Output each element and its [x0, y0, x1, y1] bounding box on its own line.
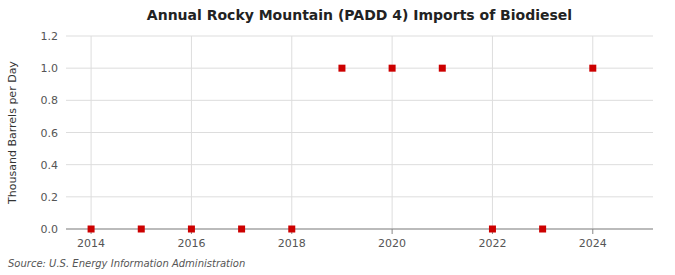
point — [539, 226, 546, 233]
point — [489, 226, 496, 233]
x-tick-label: 2024 — [579, 237, 607, 250]
y-grid-line — [66, 36, 653, 37]
y-tick-label: 0.4 — [41, 159, 59, 172]
x-tick-label: 2018 — [278, 237, 306, 250]
x-axis-line — [66, 229, 653, 230]
y-grid-line — [66, 229, 653, 230]
point — [188, 226, 195, 233]
y-tick-label: 0.8 — [41, 94, 59, 107]
x-tick-label: 2014 — [77, 237, 105, 250]
x-grid-line — [91, 36, 92, 229]
x-grid-line — [492, 36, 493, 229]
point — [288, 226, 295, 233]
source-note: Source: U.S. Energy Information Administ… — [8, 258, 245, 269]
points — [88, 65, 597, 233]
chart: Annual Rocky Mountain (PADD 4) Imports o… — [0, 0, 675, 275]
point — [138, 226, 145, 233]
axes: 0.0 0.2 0.4 0.6 0.8 1.0 1.2 2014 2016 2018 2020 202… — [41, 30, 654, 250]
y-grid-line — [66, 68, 653, 69]
x-grid-line — [291, 36, 292, 229]
x-grid-line — [191, 36, 192, 229]
y-grid-line — [66, 100, 653, 101]
y-grid-line — [66, 196, 653, 197]
point — [589, 65, 596, 72]
y-grid-line — [66, 132, 653, 133]
x-tick-label: 2020 — [378, 237, 406, 250]
x-tick — [392, 229, 393, 234]
point — [338, 65, 345, 72]
y-axis-label: Thousand Barrels per Day — [6, 61, 19, 205]
x-tick-label: 2022 — [478, 237, 506, 250]
y-grid-line — [66, 164, 653, 165]
x-tick — [592, 229, 593, 234]
title: Annual Rocky Mountain (PADD 4) Imports o… — [147, 7, 572, 23]
x-tick-label: 2016 — [177, 237, 205, 250]
y-tick-label: 1.2 — [41, 30, 59, 43]
point — [88, 226, 95, 233]
grid — [66, 36, 653, 229]
y-tick-label: 0.2 — [41, 191, 59, 204]
point — [439, 65, 446, 72]
y-tick-label: 0.0 — [41, 223, 59, 236]
point — [389, 65, 396, 72]
y-tick-label: 0.6 — [41, 127, 59, 140]
point — [238, 226, 245, 233]
y-tick-label: 1.0 — [41, 62, 59, 75]
